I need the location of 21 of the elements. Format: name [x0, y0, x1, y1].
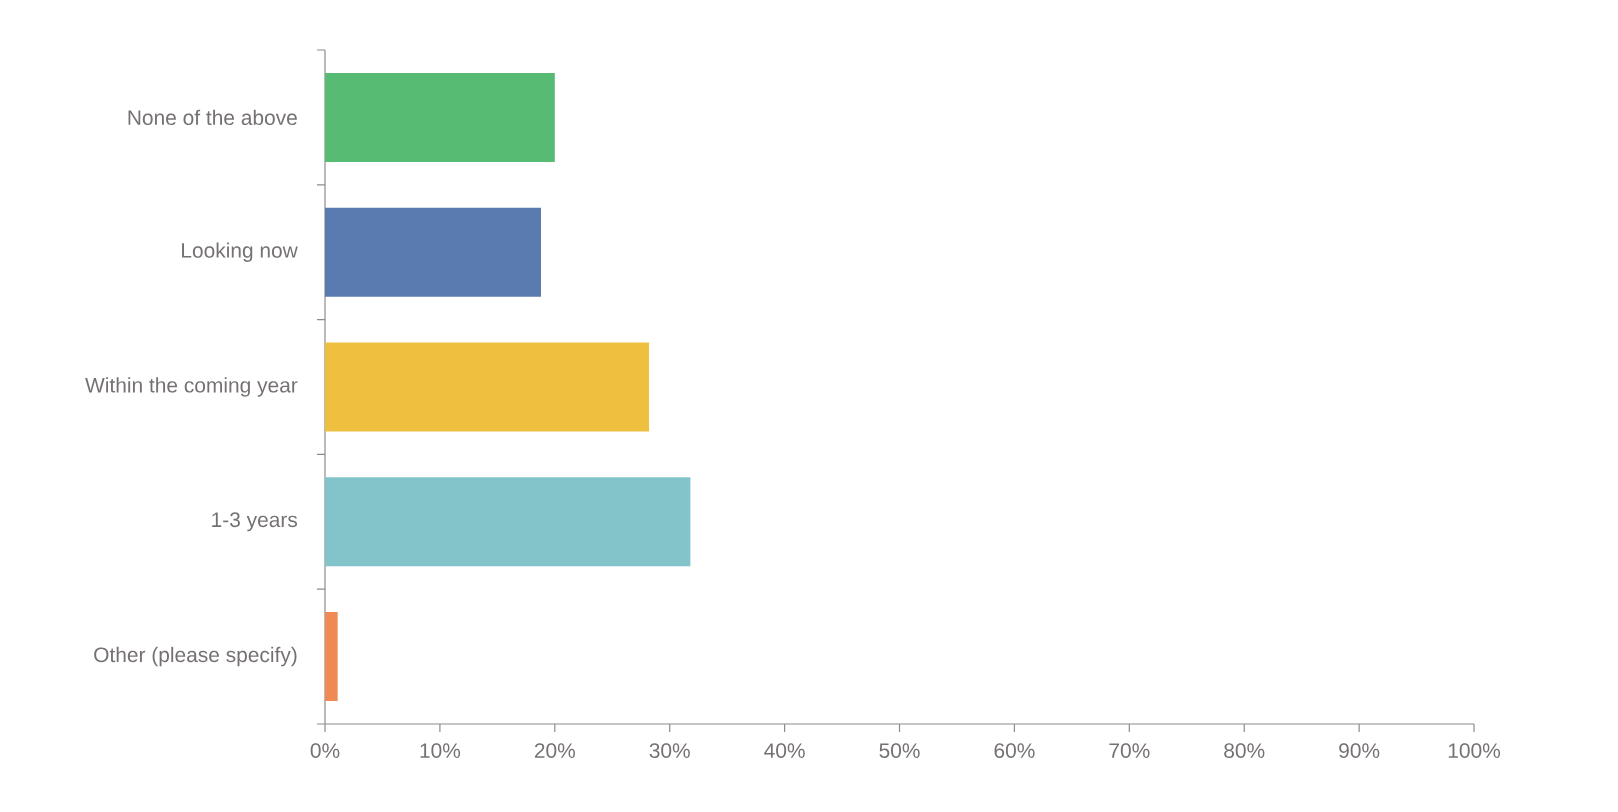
x-tick-label: 0% — [310, 743, 340, 758]
bar — [325, 612, 338, 702]
x-tick-label: 10% — [420, 743, 461, 758]
x-tick-label: 70% — [1109, 743, 1150, 758]
x-tick-label: 60% — [994, 743, 1035, 758]
x-tick-label: 20% — [534, 743, 575, 758]
x-tick-label: 30% — [649, 743, 690, 758]
bar — [325, 477, 691, 567]
y-tick-label: Other (please specify) — [94, 646, 297, 667]
x-tick-label: 40% — [764, 743, 805, 758]
x-tick-label: 90% — [1339, 743, 1380, 758]
x-tick-label: 100% — [1448, 743, 1501, 758]
y-tick-label: None of the above — [128, 109, 297, 126]
bar — [325, 342, 650, 432]
x-tick-label: 80% — [1224, 743, 1265, 758]
y-tick-label: Within the coming year — [85, 377, 298, 397]
y-tick-label: 1-3 years — [212, 512, 298, 532]
bar — [325, 207, 542, 297]
x-tick-label: 50% — [879, 743, 920, 758]
bar — [325, 72, 555, 162]
y-tick-label: Looking now — [182, 242, 298, 262]
